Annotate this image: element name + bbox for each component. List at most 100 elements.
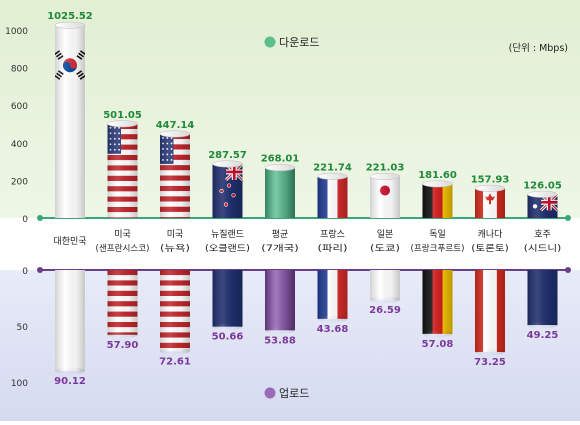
upload-bar-shade bbox=[475, 270, 505, 353]
download-bar-shade bbox=[527, 194, 558, 218]
download-bar-usa bbox=[107, 123, 138, 218]
upload-bar-australia bbox=[527, 270, 558, 326]
upload-value-label: 53.88 bbox=[264, 335, 296, 346]
category-label: 일본 bbox=[377, 229, 394, 240]
download-bar-france bbox=[317, 176, 348, 218]
upload-bar-shade bbox=[55, 270, 85, 371]
download-bar-shade bbox=[422, 183, 453, 218]
download-bar-shade bbox=[475, 188, 505, 218]
upload-value-label: 43.68 bbox=[317, 324, 349, 335]
upload-baseline-dot-left bbox=[37, 267, 43, 273]
upload-legend-label: 업로드 bbox=[279, 387, 309, 400]
category-sublabel: (도쿄) bbox=[370, 244, 400, 254]
upload-ytick-label: 50 bbox=[17, 323, 29, 333]
category-band-background bbox=[0, 222, 580, 266]
category-sublabel: (7개국) bbox=[261, 243, 299, 254]
download-bar-cap bbox=[212, 160, 243, 168]
upload-bar-shade bbox=[212, 270, 243, 327]
download-bar-shade bbox=[55, 25, 85, 218]
download-value-label: 447.14 bbox=[156, 120, 195, 131]
download-bar-cap bbox=[422, 180, 453, 188]
category-label: 호주 bbox=[534, 229, 551, 240]
category-sublabel: (시드니) bbox=[524, 243, 562, 254]
download-value-label: 268.01 bbox=[261, 154, 300, 165]
upload-bar-shade bbox=[265, 270, 295, 331]
download-bar-average bbox=[265, 167, 295, 218]
download-bar-germany bbox=[422, 183, 453, 218]
category-sublabel: (파리) bbox=[318, 244, 348, 254]
upload-value-label: 57.08 bbox=[422, 339, 454, 350]
upload-bar-usa bbox=[107, 270, 138, 335]
upload-bar-cap bbox=[422, 330, 453, 338]
upload-baseline-dot-right bbox=[565, 267, 571, 273]
upload-bar-canada bbox=[475, 270, 505, 353]
download-bar-cap bbox=[264, 164, 296, 172]
download-value-label: 221.74 bbox=[313, 162, 352, 173]
category-label: 독일 bbox=[429, 229, 446, 240]
upload-value-label: 90.12 bbox=[54, 376, 86, 387]
upload-bar-shade bbox=[317, 270, 348, 319]
download-ytick-label: 0 bbox=[22, 215, 28, 225]
upload-ytick-label: 100 bbox=[11, 379, 28, 389]
upload-bar-cap bbox=[475, 348, 505, 356]
download-baseline-dot-left bbox=[37, 215, 43, 221]
download-value-label: 501.05 bbox=[103, 110, 142, 121]
upload-value-label: 73.25 bbox=[474, 357, 506, 368]
download-value-label: 1025.52 bbox=[47, 11, 93, 22]
upload-bar-cap bbox=[55, 367, 85, 375]
download-value-label: 126.05 bbox=[523, 180, 562, 191]
download-bar-cap bbox=[474, 184, 506, 192]
upload-bar-france bbox=[317, 270, 348, 319]
upload-bar-germany bbox=[422, 270, 453, 334]
download-bar-shade bbox=[370, 176, 400, 218]
upload-bar-japan bbox=[370, 270, 400, 300]
upload-legend-marker bbox=[264, 387, 276, 399]
category-label: 평균 bbox=[272, 229, 289, 240]
download-bar-shade bbox=[265, 167, 295, 218]
category-label: 뉴질랜드 bbox=[211, 228, 244, 240]
upload-bar-shade bbox=[160, 270, 190, 352]
download-bar-shade bbox=[212, 163, 243, 218]
download-legend-label: 다운로드 bbox=[279, 36, 319, 49]
category-sublabel: (뉴욕) bbox=[160, 244, 190, 254]
upload-bar-cap bbox=[370, 296, 400, 303]
upload-value-label: 57.90 bbox=[107, 340, 139, 351]
upload-bar-shade bbox=[370, 270, 400, 300]
upload-bar-cap bbox=[212, 323, 243, 330]
upload-bar-cap bbox=[317, 315, 348, 323]
download-bar-shade bbox=[107, 123, 138, 218]
upload-bar-usa bbox=[160, 270, 190, 352]
upload-bar-cap bbox=[527, 321, 558, 329]
download-bar-cap bbox=[54, 21, 86, 29]
download-ytick-label: 600 bbox=[11, 102, 28, 112]
download-value-label: 181.60 bbox=[418, 170, 457, 181]
upload-bar-shade bbox=[422, 270, 453, 334]
download-bar-cap bbox=[159, 130, 191, 138]
upload-bar-average bbox=[265, 270, 295, 331]
category-sublabel: (오클랜드) bbox=[205, 243, 250, 254]
download-bar-korea bbox=[55, 25, 85, 218]
download-bar-cap bbox=[107, 120, 138, 128]
category-sublabel: (토론토) bbox=[471, 244, 509, 254]
unit-note: (단위 : Mbps) bbox=[509, 42, 568, 54]
download-bar-usa bbox=[160, 133, 190, 218]
download-legend-marker bbox=[264, 36, 276, 48]
category-label: 미국 bbox=[167, 229, 184, 240]
upload-ytick-label: 0 bbox=[22, 267, 28, 277]
download-bar-australia bbox=[527, 194, 558, 218]
download-value-label: 157.93 bbox=[471, 174, 510, 185]
category-label: 미국 bbox=[114, 229, 131, 240]
upload-bar-shade bbox=[107, 270, 138, 335]
upload-bar-cap bbox=[265, 327, 295, 334]
download-ytick-label: 1000 bbox=[5, 27, 28, 37]
category-label: 캐나다 bbox=[478, 229, 504, 240]
category-sublabel: (샌프란시스코) bbox=[96, 243, 150, 254]
download-bar-cap bbox=[527, 190, 558, 198]
category-label: 프랑스 bbox=[320, 228, 345, 240]
upload-bar-new-zealand bbox=[212, 270, 243, 327]
download-bar-cap bbox=[369, 172, 401, 180]
upload-value-label: 50.66 bbox=[212, 332, 244, 343]
download-bar-shade bbox=[317, 176, 348, 218]
upload-bar-korea bbox=[55, 270, 85, 371]
